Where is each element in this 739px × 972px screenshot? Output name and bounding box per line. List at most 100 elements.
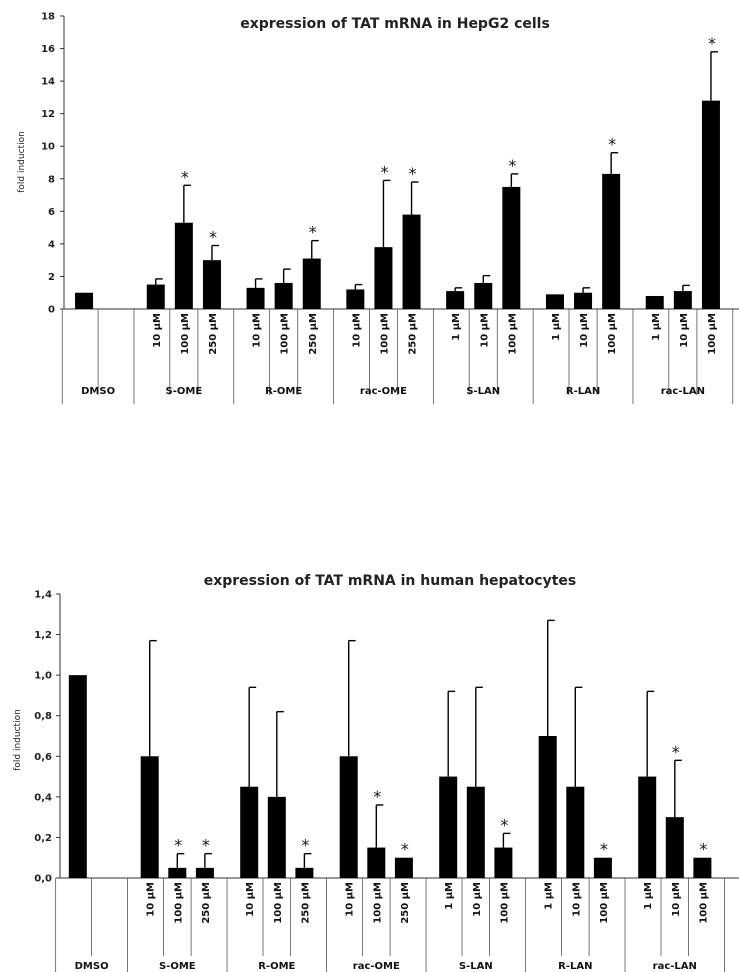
dose-label: 100 μM — [607, 313, 618, 355]
significance-star: * — [174, 836, 182, 855]
bar — [502, 186, 521, 309]
dose-label: 1 μM — [551, 313, 562, 341]
bar — [202, 260, 221, 309]
dose-label: 10 μM — [671, 882, 682, 917]
y-tick-label: 14 — [41, 77, 55, 88]
dose-label: 100 μM — [379, 313, 390, 355]
bar — [566, 786, 585, 878]
bar — [701, 100, 720, 310]
y-tick-label: 0,8 — [34, 711, 52, 722]
dose-label: 1 μM — [451, 313, 462, 341]
bar — [339, 756, 358, 878]
bar — [295, 867, 314, 878]
bar — [267, 796, 286, 878]
y-tick-label: 8 — [48, 174, 55, 185]
y-tick-label: 1,4 — [34, 590, 52, 601]
significance-star: * — [608, 135, 616, 154]
bar — [374, 247, 393, 309]
group-label: rac-OME — [353, 961, 400, 972]
y-tick-label: 12 — [41, 109, 55, 120]
y-tick-label: 2 — [48, 272, 55, 283]
significance-star: * — [699, 840, 707, 859]
bar — [673, 291, 692, 309]
bar — [140, 756, 159, 878]
significance-star: * — [600, 840, 608, 859]
group-label: rac-OME — [360, 386, 407, 397]
dose-label: 100 μM — [707, 313, 718, 355]
dose-label: 250 μM — [201, 882, 212, 924]
bar — [302, 258, 321, 309]
dose-label: 10 μM — [472, 882, 483, 917]
y-tick-label: 4 — [48, 239, 55, 250]
dose-label: 10 μM — [252, 313, 263, 348]
y-tick-label: 6 — [48, 207, 55, 218]
dose-label: 100 μM — [599, 882, 610, 924]
dose-label: 100 μM — [372, 882, 383, 924]
group-label: S-OME — [159, 961, 196, 972]
bar — [402, 214, 421, 309]
y-tick-label: 1,2 — [34, 630, 52, 641]
dose-label: 1 μM — [643, 882, 654, 910]
chart-hepatocytes: expression of TAT mRNA in human hepatocy… — [13, 573, 739, 972]
y-tick-label: 0,4 — [34, 792, 52, 803]
dose-label: 250 μM — [208, 313, 219, 355]
dose-label: 100 μM — [507, 313, 518, 355]
bar — [665, 817, 684, 878]
y-tick-label: 0,0 — [34, 874, 52, 885]
significance-star: * — [672, 742, 680, 761]
bar — [367, 847, 386, 878]
dose-label: 250 μM — [408, 313, 419, 355]
dose-label: 100 μM — [273, 882, 284, 924]
significance-star: * — [373, 787, 381, 806]
y-tick-label: 1,0 — [34, 671, 52, 682]
bar — [240, 786, 259, 878]
dose-label: 100 μM — [499, 882, 510, 924]
dose-label: 250 μM — [300, 882, 311, 924]
group-label: rac-LAN — [653, 961, 697, 972]
y-axis-label: fold induction — [13, 709, 23, 771]
dose-label: 100 μM — [280, 313, 291, 355]
chart-hepg2: expression of TAT mRNA in HepG2 cells fo… — [17, 12, 739, 404]
dose-label: 10 μM — [152, 313, 163, 348]
bar — [146, 284, 165, 309]
significance-star: * — [209, 228, 217, 247]
dose-label: 10 μM — [679, 313, 690, 348]
bar — [68, 675, 87, 878]
group-label: S-LAN — [459, 961, 493, 972]
significance-star: * — [401, 840, 409, 859]
bar — [195, 867, 214, 878]
bar — [274, 282, 293, 309]
bar — [693, 857, 712, 878]
y-tick-label: 10 — [41, 142, 55, 153]
bar — [439, 776, 458, 878]
significance-star: * — [202, 836, 210, 855]
bar — [75, 292, 94, 309]
dose-label: 10 μM — [146, 882, 157, 917]
group-label: R-OME — [265, 386, 302, 397]
group-label: R-LAN — [558, 961, 592, 972]
dose-label: 10 μM — [579, 313, 590, 348]
dose-label: 10 μM — [245, 882, 256, 917]
dose-label: 100 μM — [173, 882, 184, 924]
bar — [174, 222, 193, 309]
significance-star: * — [409, 164, 417, 183]
group-label: DMSO — [81, 386, 115, 397]
y-tick-label: 0,6 — [34, 752, 52, 763]
dose-label: 10 μM — [345, 882, 356, 917]
bar — [446, 291, 465, 309]
bar — [168, 867, 187, 878]
y-tick-label: 0,2 — [34, 833, 52, 844]
bar — [394, 857, 413, 878]
significance-star: * — [500, 815, 508, 834]
group-label: S-LAN — [466, 386, 500, 397]
chart-title: expression of TAT mRNA in human hepatocy… — [204, 573, 577, 589]
dose-label: 10 μM — [571, 882, 582, 917]
bar — [538, 736, 557, 878]
bar — [494, 847, 513, 878]
dose-label: 1 μM — [444, 882, 455, 910]
bar — [602, 173, 621, 309]
y-tick-label: 0 — [48, 305, 55, 316]
dose-label: 1 μM — [651, 313, 662, 341]
group-label: DMSO — [75, 961, 109, 972]
